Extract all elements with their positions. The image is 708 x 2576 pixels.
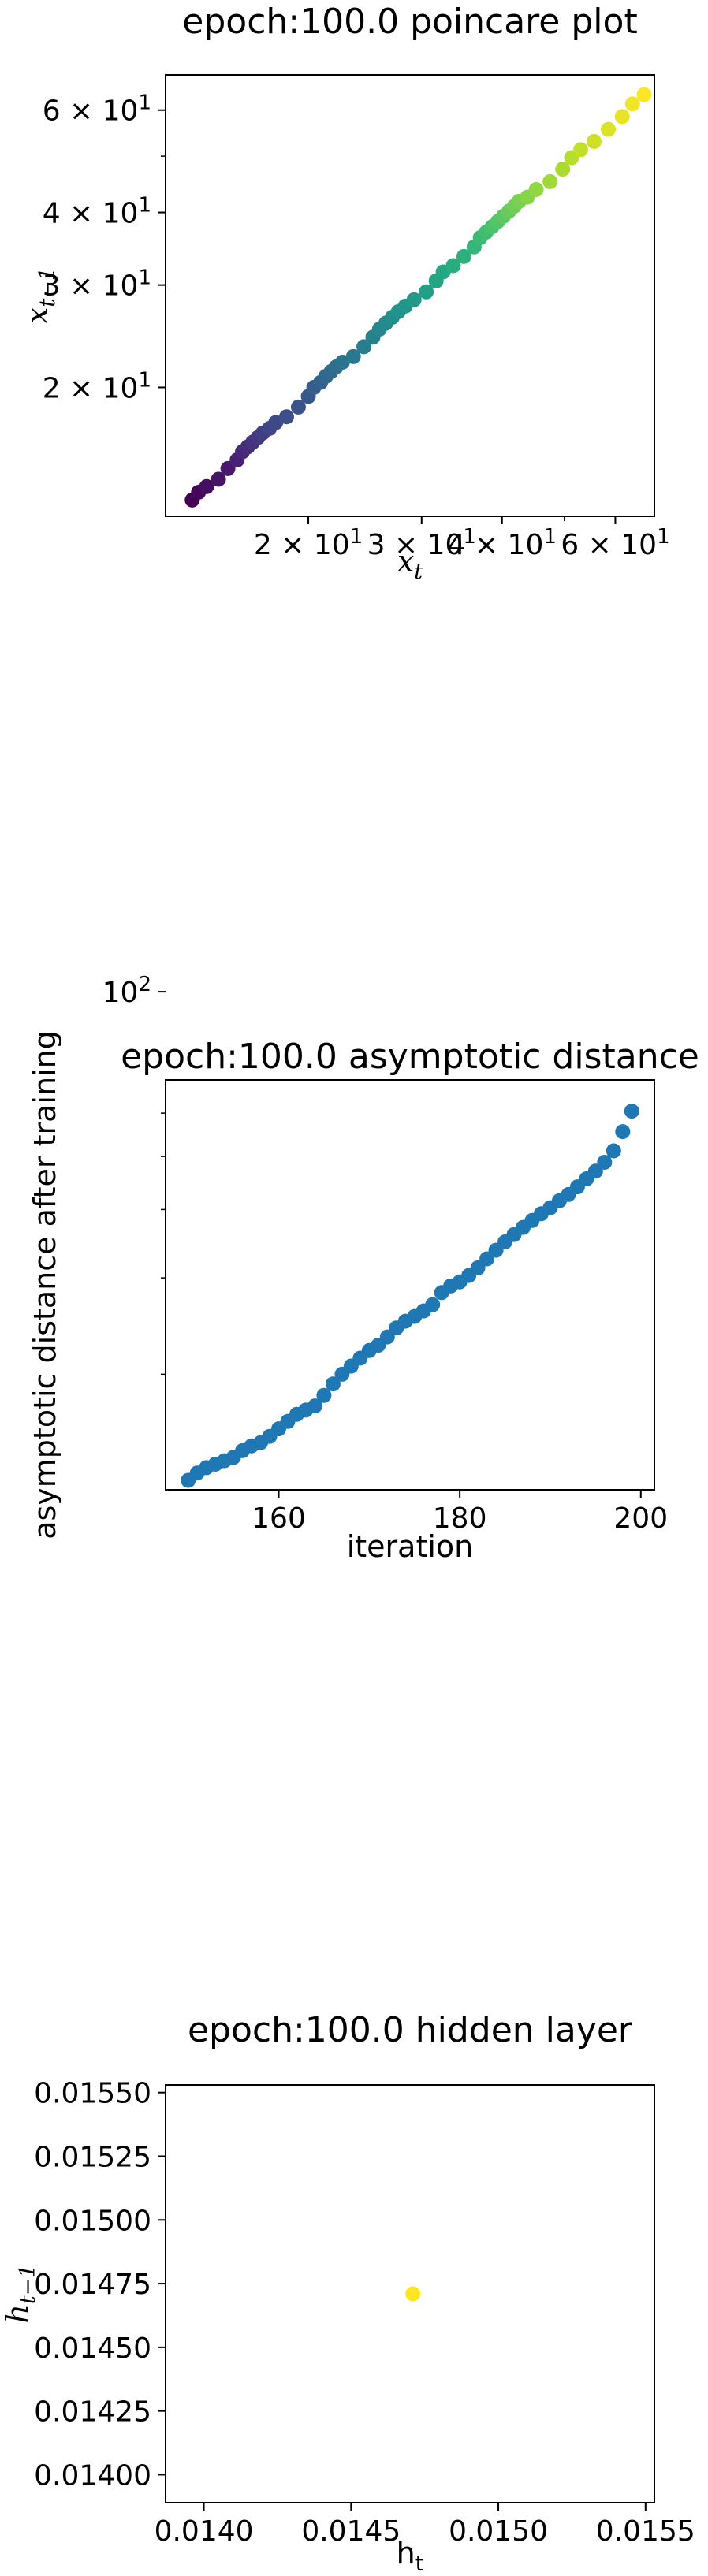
data-point bbox=[445, 258, 461, 274]
data-point bbox=[406, 292, 422, 307]
data-point bbox=[278, 409, 294, 425]
x-tick-label: 0.0145 bbox=[301, 2515, 401, 2548]
y-tick-label: 0.01525 bbox=[34, 2141, 151, 2173]
x-axis-label: iteration bbox=[347, 1529, 474, 1564]
data-point bbox=[307, 1398, 322, 1414]
data-point bbox=[405, 2286, 421, 2302]
x-axis-label: ht bbox=[397, 2536, 424, 2576]
data-point bbox=[199, 478, 214, 494]
y-tick-label: 3 × 101 bbox=[43, 266, 151, 303]
chart-title: epoch:100.0 hidden layer bbox=[188, 2010, 633, 2050]
data-point bbox=[624, 1104, 639, 1119]
data-point bbox=[624, 96, 640, 112]
chart-title: epoch:100.0 asymptotic distance bbox=[121, 1037, 699, 1077]
y-tick-label: 6 × 101 bbox=[43, 91, 151, 128]
plot-frame bbox=[165, 2084, 655, 2503]
data-point bbox=[542, 173, 558, 189]
y-tick-label: 4 × 101 bbox=[43, 194, 151, 230]
x-tick-label: 0.0150 bbox=[449, 2515, 548, 2548]
x-tick-label: 2 × 101 bbox=[254, 525, 363, 561]
x-tick-label: 180 bbox=[433, 1502, 487, 1535]
data-point bbox=[419, 284, 434, 300]
data-point bbox=[316, 1387, 332, 1403]
x-tick-label: 4 × 101 bbox=[448, 525, 557, 561]
data-point bbox=[555, 162, 571, 177]
y-axis-label: asymptotic distance after training bbox=[28, 1030, 62, 1539]
data-point bbox=[456, 248, 471, 264]
data-point bbox=[606, 1143, 621, 1159]
x-axis-label: xt bbox=[397, 544, 423, 584]
data-point bbox=[615, 1124, 631, 1140]
plot-frame bbox=[165, 1079, 655, 1491]
y-axis-label: xt−1 bbox=[20, 267, 60, 324]
x-tick-label: 0.0155 bbox=[596, 2515, 695, 2548]
x-tick-label: 0.0140 bbox=[155, 2515, 254, 2548]
data-point bbox=[614, 109, 630, 125]
data-point bbox=[356, 339, 372, 355]
x-tick-label: 200 bbox=[613, 1502, 668, 1535]
y-tick-label: 0.01550 bbox=[34, 2078, 151, 2110]
data-point bbox=[211, 471, 226, 487]
data-point bbox=[345, 348, 361, 364]
data-point bbox=[586, 133, 602, 149]
data-point bbox=[597, 1154, 613, 1170]
plot-frame bbox=[165, 74, 655, 517]
chart-3: epoch:100.0 hidden layer 0.0140 0.0145 0.01… bbox=[0, 2010, 695, 2576]
x-tick-label: 160 bbox=[252, 1502, 306, 1535]
y-tick-label: 0.01400 bbox=[34, 2459, 151, 2492]
y-tick-label: 102 bbox=[102, 973, 151, 1009]
data-point bbox=[425, 1297, 441, 1312]
x-tick-label: 3 × 101 bbox=[367, 525, 476, 561]
chart-title: epoch:100.0 poincare plot bbox=[182, 2, 637, 42]
data-point bbox=[528, 181, 544, 197]
y-tick-label: 0.01500 bbox=[34, 2205, 151, 2237]
y-tick-label: 0.01425 bbox=[34, 2396, 151, 2429]
y-axis-label: ht−1 bbox=[0, 2264, 40, 2323]
data-point bbox=[572, 142, 588, 158]
x-tick-label: 6 × 101 bbox=[561, 525, 669, 561]
data-point bbox=[325, 1376, 341, 1392]
y-tick-label: 2 × 101 bbox=[43, 368, 151, 404]
y-tick-label: 0.01475 bbox=[34, 2269, 151, 2301]
data-point bbox=[600, 121, 616, 137]
data-point bbox=[636, 87, 652, 102]
chart-2: epoch:100.0 asymptotic distance 160 180 200… bbox=[28, 973, 699, 1564]
data-point bbox=[290, 399, 306, 415]
y-tick-label: 0.01450 bbox=[34, 2332, 151, 2365]
